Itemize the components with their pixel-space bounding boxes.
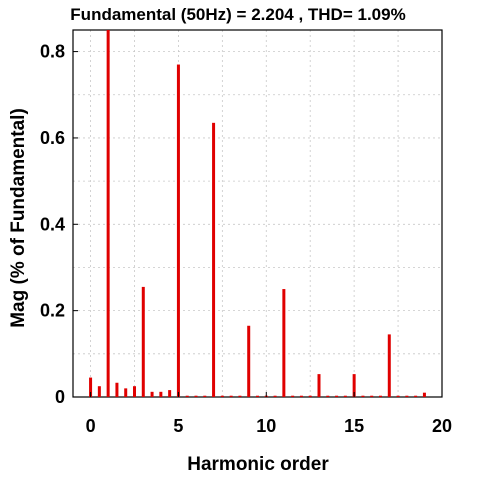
harmonic-bar (282, 289, 286, 397)
harmonic-bar (176, 64, 180, 398)
harmonic-bar (256, 395, 259, 397)
harmonic-bar (115, 382, 119, 397)
x-tick-label: 15 (344, 416, 364, 436)
harmonic-bar (238, 395, 242, 397)
harmonic-bar (326, 395, 330, 397)
harmonic-bar (159, 391, 163, 397)
harmonic-bar (299, 395, 303, 397)
x-axis-ticks: 0 5 10 15 20 (86, 392, 452, 436)
harmonic-bar (387, 334, 391, 397)
harmonic-bar (220, 395, 224, 397)
x-tick-label: 10 (256, 416, 276, 436)
harmonic-bar (247, 325, 251, 397)
harmonic-bar (379, 395, 382, 397)
harmonic-bar (212, 122, 216, 398)
harmonic-bar (422, 392, 426, 397)
harmonic-bar (229, 395, 233, 397)
bars-group (89, 30, 426, 398)
harmonic-bar (168, 390, 172, 397)
harmonic-bar (106, 30, 110, 397)
harmonic-bar (97, 386, 101, 397)
x-tick-label: 0 (86, 416, 96, 436)
y-tick-label: 0.2 (40, 301, 65, 321)
harmonic-bar (352, 374, 356, 397)
harmonic-bar (414, 395, 418, 397)
harmonic-bar (317, 374, 321, 397)
harmonic-bar (203, 395, 207, 397)
harmonic-bar (291, 395, 295, 397)
harmonic-bar (141, 286, 145, 397)
harmonic-bar (133, 386, 136, 397)
harmonic-bar (335, 395, 339, 397)
x-tick-label: 20 (432, 416, 452, 436)
harmonic-bar (194, 395, 198, 397)
y-tick-label: 0.4 (40, 214, 65, 234)
harmonic-bar (308, 395, 312, 397)
harmonic-bar (405, 395, 409, 397)
harmonic-bar (150, 391, 154, 397)
y-tick-label: 0.8 (40, 42, 65, 62)
y-axis-ticks: 0 0.2 0.4 0.6 0.8 (40, 42, 78, 407)
harmonic-bar (370, 395, 374, 397)
grid-lines (73, 30, 443, 397)
chart-title: Fundamental (50Hz) = 2.204 , THD= 1.09% (70, 5, 405, 24)
y-tick-label: 0 (55, 387, 65, 407)
x-tick-label: 5 (173, 416, 183, 436)
harmonic-bar (273, 395, 277, 397)
x-axis-label: Harmonic order (187, 454, 329, 475)
plot-area-frame (72, 29, 443, 398)
harmonic-bar (361, 395, 365, 397)
harmonic-bar (124, 388, 128, 397)
harmonic-bar (89, 377, 93, 397)
harmonic-bar (185, 395, 189, 397)
harmonic-bar (343, 395, 347, 397)
y-axis-label: Mag (% of Fundamental) (8, 108, 29, 328)
harmonic-bar (396, 395, 400, 397)
y-tick-label: 0.6 (40, 128, 65, 148)
